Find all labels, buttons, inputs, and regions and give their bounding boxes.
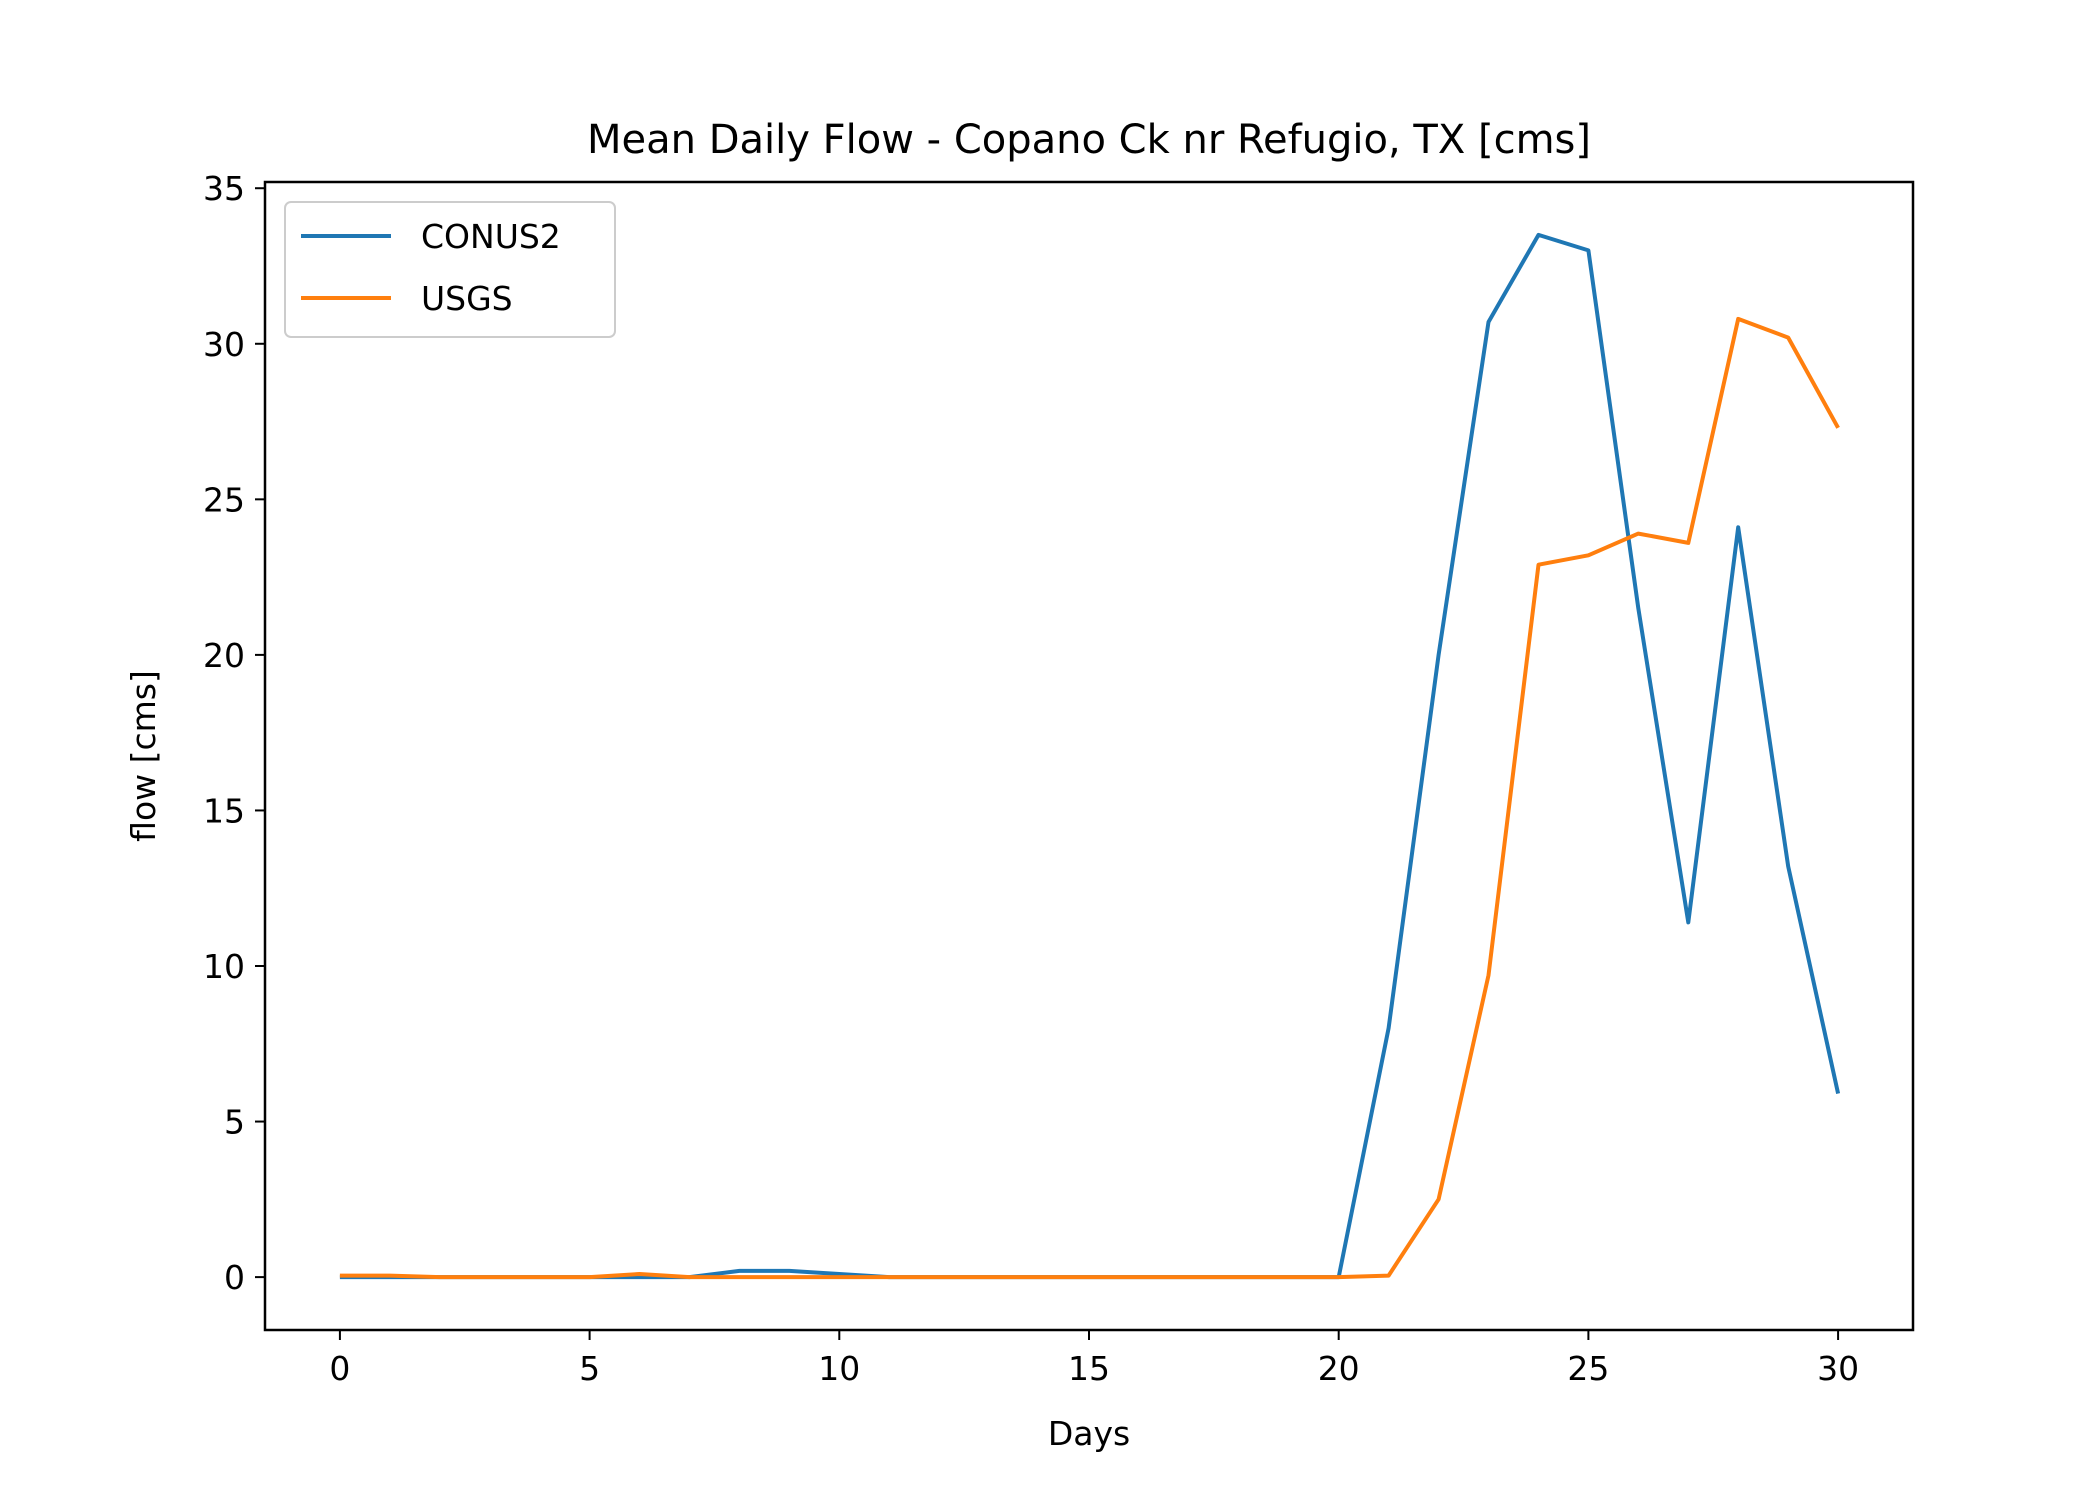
y-tick-label: 15	[203, 791, 245, 830]
x-tick-label: 10	[818, 1349, 860, 1388]
x-axis-label: Days	[1048, 1414, 1130, 1453]
x-tick-label: 0	[329, 1349, 350, 1388]
y-tick-label: 20	[203, 636, 245, 675]
y-tick-label: 30	[203, 325, 245, 364]
y-axis: 0 5 10 15 20 25 30 35	[203, 169, 265, 1297]
legend-label-conus2: CONUS2	[421, 217, 561, 256]
chart-title: Mean Daily Flow - Copano Ck nr Refugio, …	[587, 117, 1591, 163]
x-tick-label: 20	[1318, 1349, 1360, 1388]
x-tick-label: 5	[579, 1349, 600, 1388]
y-tick-label: 35	[203, 169, 245, 208]
y-tick-label: 10	[203, 947, 245, 986]
series-line-usgs	[339, 316, 1840, 1280]
x-tick-label: 25	[1567, 1349, 1609, 1388]
y-tick-label: 25	[203, 480, 245, 519]
plot-series	[339, 232, 1841, 1280]
x-tick-label: 30	[1817, 1349, 1859, 1388]
y-tick-label: 5	[224, 1103, 245, 1142]
y-tick-label: 0	[224, 1258, 245, 1297]
legend: CONUS2 USGS	[284, 201, 616, 338]
x-tick-label: 15	[1068, 1349, 1110, 1388]
plot-frame	[263, 180, 1915, 1332]
y-axis-label: flow [cms]	[124, 670, 163, 842]
legend-label-usgs: USGS	[421, 279, 513, 318]
x-axis: 0 5 10 15 20 25 30	[329, 1330, 1859, 1388]
